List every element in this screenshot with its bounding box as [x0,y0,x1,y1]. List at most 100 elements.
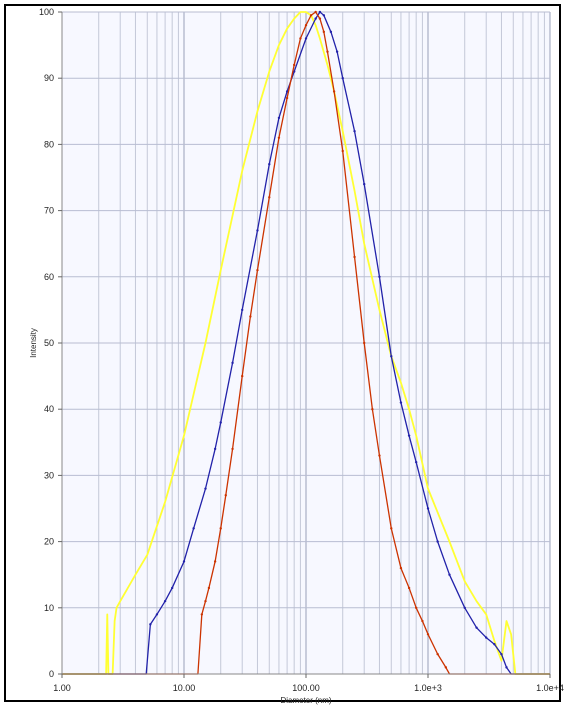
data-point [505,666,508,669]
data-point [485,636,488,639]
data-point [318,10,322,14]
data-point [363,341,366,345]
y-tick-label: 50 [44,338,54,348]
y-tick-label: 30 [44,470,54,480]
data-point [407,586,411,590]
data-point [318,17,322,20]
data-point [304,24,308,27]
data-point [399,566,403,570]
data-point [277,136,281,139]
data-point [268,163,271,166]
data-point [241,374,244,378]
data-point [500,652,503,656]
y-tick-label: 100 [39,7,54,17]
data-point [256,229,259,232]
data-point [149,623,152,626]
data-point [249,315,252,318]
data-point [353,255,356,259]
data-point [371,408,374,411]
data-point [378,454,381,457]
data-point [231,447,234,451]
data-point [414,460,418,464]
data-point [414,606,418,609]
y-tick-label: 40 [44,404,54,414]
series-layer [62,10,550,675]
data-point [341,77,344,80]
y-tick-label: 70 [44,206,54,216]
data-point [285,96,289,100]
data-point [207,586,211,590]
x-tick-label: 1.0e+4 [536,683,564,693]
y-tick-label: 20 [44,537,54,547]
data-point [444,666,448,669]
data-point [200,613,204,616]
data-point [378,275,381,278]
data-point [204,599,207,603]
x-axis-label: Diameter (nm) [280,696,331,705]
data-point [213,447,217,451]
data-point [426,633,430,636]
data-point [390,527,393,530]
x-tick-label: 1.00 [53,683,71,693]
data-point [341,149,344,153]
data-point [163,599,167,603]
y-tick-label: 10 [44,603,54,613]
data-point [170,586,174,590]
data-point [292,63,296,67]
data-point [421,619,424,623]
x-tick-label: 1.0e+3 [414,683,442,693]
data-point [182,560,186,563]
data-point [463,606,466,609]
data-point [213,560,217,563]
data-point [219,527,222,530]
data-point [285,90,289,93]
tick-labels: 1.00 10.00 100.00 1.0e+3 1.0e+4 0 10 20 30 40 50 60… [39,7,564,693]
data-point [448,573,451,576]
data-point [493,643,496,646]
data-point [335,50,339,53]
y-tick-label: 80 [44,139,54,149]
data-point [231,361,234,365]
x-tick-label: 10.00 [173,683,196,693]
series-3 [62,10,550,675]
data-point [390,355,393,358]
y-tick-label: 0 [49,669,54,679]
data-point [192,527,195,530]
data-point [314,10,317,14]
y-axis-label: Intensity [29,328,38,358]
data-point [329,30,333,34]
data-point [399,401,403,404]
data-point [353,129,356,133]
data-point [322,14,326,17]
data-point [304,37,308,40]
data-point [326,50,329,53]
data-point [407,434,411,437]
data-point [314,17,317,20]
grid [61,11,551,675]
data-point [436,652,439,656]
data-point [309,14,313,17]
y-tick-label: 60 [44,272,54,282]
data-point [204,487,207,490]
data-point [436,540,439,543]
data-point [241,308,244,312]
series-line [62,11,550,675]
data-point [256,268,259,272]
data-point [277,116,281,120]
data-point [475,626,478,629]
data-point [426,507,430,510]
x-tick-label: 100.00 [292,683,320,693]
data-point [155,613,159,616]
data-point [332,90,336,93]
data-point [219,421,222,424]
data-point [268,196,271,199]
data-point [292,70,296,73]
data-point [224,494,227,497]
data-point [322,30,326,34]
series-2 [62,10,550,675]
data-point [299,37,302,40]
series-1 [62,11,550,675]
data-point [363,182,366,186]
y-tick-label: 90 [44,73,54,83]
